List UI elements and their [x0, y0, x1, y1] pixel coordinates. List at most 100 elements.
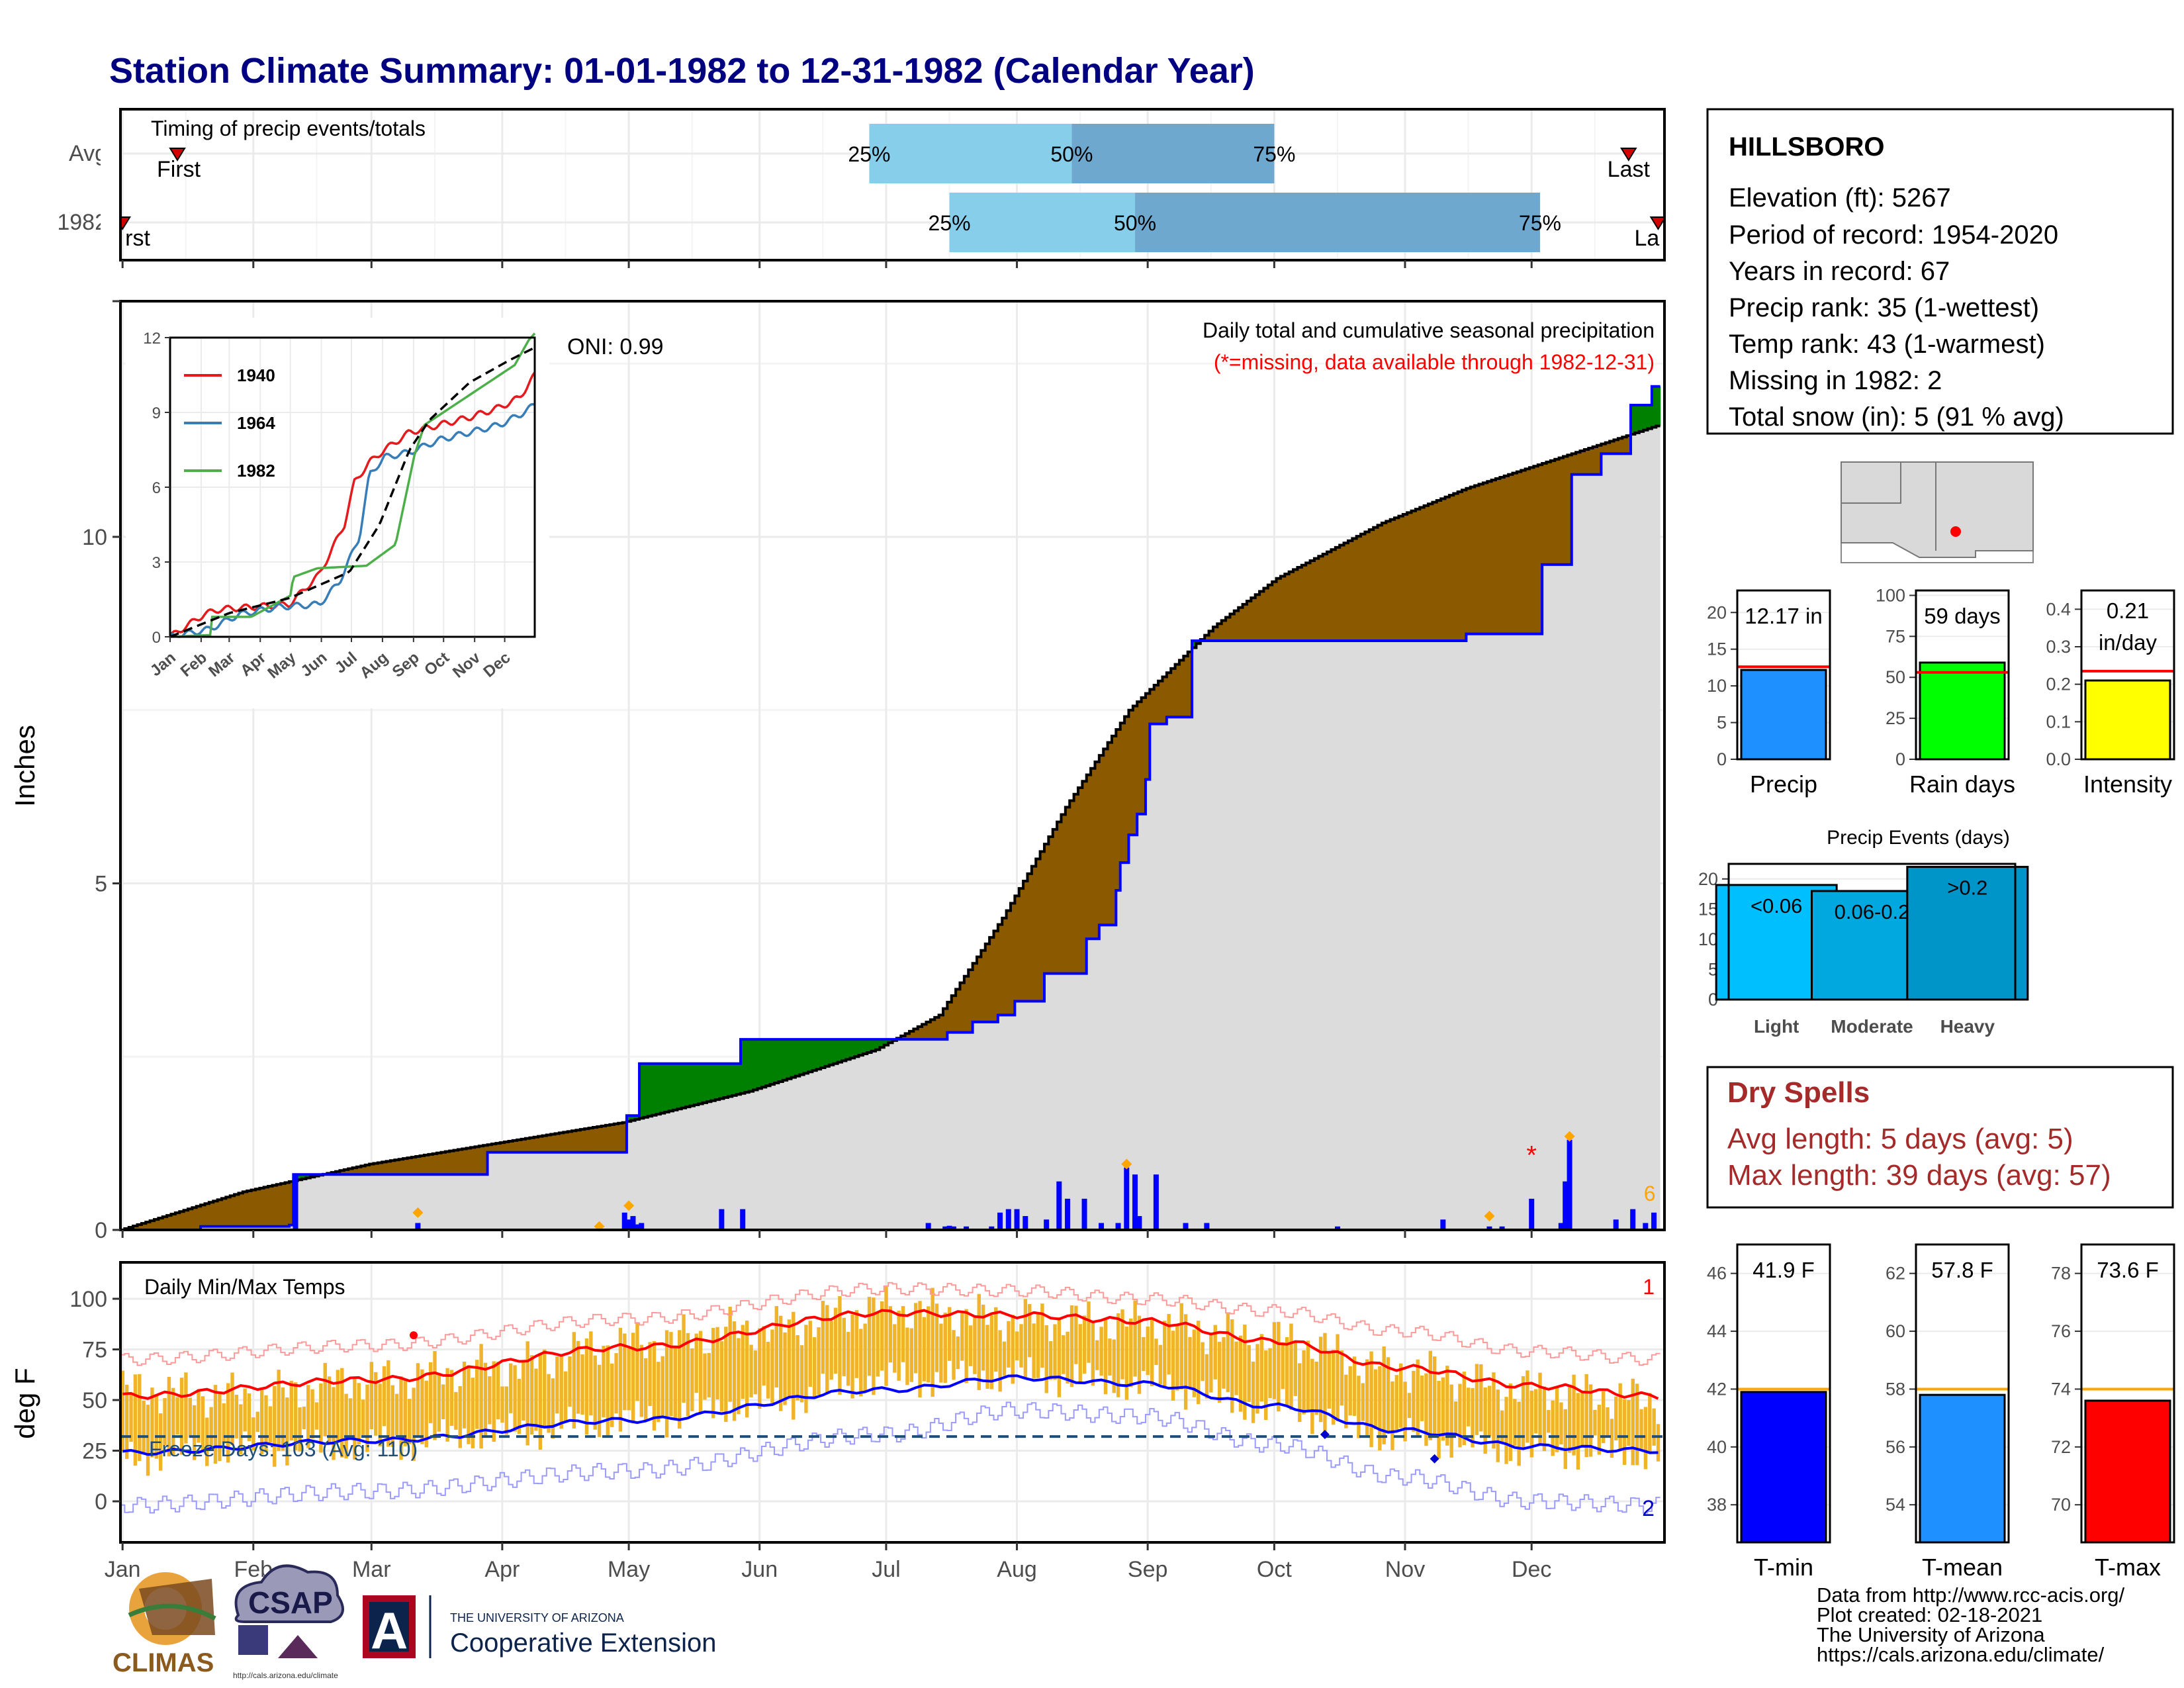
inset-legend-label: 1940 [237, 365, 275, 385]
inset-y-tick-label: 3 [152, 554, 161, 572]
daily-precip-bar [1044, 1219, 1050, 1230]
daily-temp-bar [956, 1336, 960, 1370]
daily-temp-bar [1158, 1344, 1163, 1385]
drier-than-average-fill [1040, 851, 1045, 1002]
events-frame [1727, 863, 2017, 1001]
daily-temp-bar [1133, 1300, 1137, 1377]
extreme-precip-marker [1564, 1131, 1575, 1142]
daily-temp-bar [218, 1393, 222, 1462]
drier-than-average-fill [471, 1147, 476, 1175]
climas-logo: CLIMAS [113, 1572, 216, 1677]
wetter-than-average-fill [715, 1063, 720, 1100]
drier-than-average-fill [247, 1191, 252, 1227]
drier-than-average-fill [1377, 525, 1383, 641]
mini-chart-intensity: 0.0 0.1 0.2 0.3 0.4 0.21 in/day Intensity [2046, 589, 2175, 798]
daily-temp-bar [1272, 1322, 1277, 1399]
daily-temp-bar [1483, 1387, 1487, 1454]
daily-temp-bar [1238, 1335, 1243, 1412]
daily-temp-bar [1183, 1314, 1188, 1410]
drier-than-average-fill [462, 1149, 467, 1175]
wetter-than-average-fill [656, 1063, 661, 1115]
daily-temp-bar [753, 1350, 758, 1395]
daily-temp-bar [901, 1306, 905, 1362]
record-high-marker [410, 1331, 418, 1340]
daily-precip-bar [1136, 1216, 1142, 1230]
record-high-line [120, 1282, 1661, 1366]
events-title: Precip Events (days) [1827, 827, 2010, 849]
timing-box-Avg-upper [1071, 124, 1275, 183]
daily-precip-bar [1124, 1167, 1130, 1230]
daily-temp-bar [1445, 1366, 1449, 1446]
daily-temp-bar [850, 1315, 854, 1399]
mini-axis-label: Precip [1750, 771, 1817, 798]
drier-than-average-fill [201, 1205, 206, 1227]
daily-temp-bar [618, 1327, 623, 1432]
daily-temp-bar [1007, 1321, 1011, 1368]
daily-precip-bar [293, 1174, 298, 1230]
drier-than-average-fill [340, 1170, 345, 1175]
daily-temp-bar [146, 1405, 150, 1476]
mini-value-bar [2084, 1399, 2171, 1544]
drier-than-average-fill [1293, 569, 1298, 641]
daily-temp-bar [817, 1327, 821, 1395]
dry-spells-title: Dry Spells [1727, 1076, 1870, 1109]
drier-than-average-fill [1116, 729, 1121, 890]
mini-axis-label: T-mean [1922, 1554, 2003, 1581]
drier-than-average-fill [1475, 485, 1480, 634]
events-bar-label: 0.06-0.2 [1835, 900, 1910, 923]
daily-temp-bar [1078, 1324, 1082, 1383]
mini-value-label: 73.6 F [2097, 1258, 2159, 1282]
daily-temp-bar [390, 1385, 394, 1447]
drier-than-average-fill [1082, 781, 1087, 974]
mini-y-tick-label: 54 [1886, 1495, 1905, 1515]
daily-temp-bar [394, 1393, 399, 1436]
drier-than-average-fill [551, 1134, 556, 1152]
drier-than-average-fill [268, 1186, 273, 1227]
mini-axis-label: T-max [2095, 1554, 2161, 1581]
daily-temp-bar [1318, 1336, 1323, 1423]
drier-than-average-fill [555, 1133, 560, 1152]
drier-than-average-fill [951, 996, 956, 1033]
drier-than-average-fill [1077, 788, 1083, 974]
wetter-than-average-fill [727, 1063, 733, 1097]
record-low-marker [1430, 1454, 1439, 1464]
daily-temp-bar [340, 1368, 344, 1458]
daily-temp-bar [264, 1395, 268, 1452]
drier-than-average-fill [597, 1126, 602, 1152]
daily-temp-bar [399, 1376, 403, 1460]
daily-temp-bar [829, 1321, 833, 1380]
daily-temp-bar [1002, 1341, 1007, 1376]
temp-panel-title: Daily Min/Max Temps [144, 1275, 345, 1299]
drier-than-average-fill [922, 1024, 927, 1040]
wetter-than-average-fill [770, 1039, 775, 1085]
drier-than-average-fill [1226, 617, 1231, 641]
daily-temp-bar [1103, 1319, 1108, 1395]
ua-logo-letter: A [371, 1601, 408, 1660]
daily-temp-bar [559, 1356, 563, 1429]
daily-temp-bar [1601, 1391, 1606, 1444]
wetter-than-average-fill [757, 1039, 762, 1089]
daily-temp-bar [226, 1383, 230, 1463]
daily-temp-bar [1142, 1336, 1146, 1372]
daily-temp-bar [475, 1360, 479, 1429]
daily-temp-bar [1475, 1364, 1479, 1435]
daily-precip-bar [1065, 1198, 1071, 1230]
drier-than-average-fill [1580, 451, 1585, 475]
daily-temp-bar [1314, 1361, 1318, 1415]
wetter-than-average-fill [837, 1039, 842, 1062]
daily-temp-bar [998, 1330, 1002, 1392]
daily-temp-bar [513, 1365, 517, 1432]
wetter-than-average-fill [749, 1039, 754, 1092]
drier-than-average-fill [968, 970, 974, 1033]
wetter-than-average-fill [821, 1039, 826, 1068]
daily-temp-bar [677, 1330, 682, 1429]
drier-than-average-fill [997, 924, 1003, 1015]
drier-than-average-fill [989, 937, 995, 1022]
inset-y-tick-label: 6 [152, 479, 161, 497]
mini-y-tick-label: 72 [2051, 1437, 2071, 1457]
mini-y-tick-label: 25 [1886, 708, 1905, 728]
mini-y-tick-label: 58 [1886, 1379, 1905, 1399]
daily-temp-bar [745, 1321, 749, 1418]
daily-temp-bar [234, 1394, 239, 1438]
wetter-than-average-fill [862, 1039, 868, 1055]
